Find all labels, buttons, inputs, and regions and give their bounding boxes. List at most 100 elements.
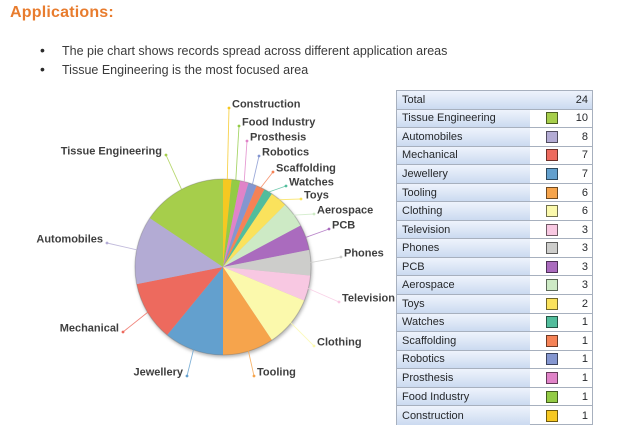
table-row-count: 3	[581, 260, 588, 273]
table-swatch-cell	[530, 167, 573, 180]
pie-slice	[223, 267, 311, 301]
table-row-label: Automobiles	[397, 128, 530, 146]
color-swatch	[545, 130, 558, 143]
pie-leader-dot	[299, 197, 303, 201]
table-swatch-cell	[530, 186, 573, 199]
pie-slice	[223, 267, 305, 341]
pie-slice	[223, 267, 272, 355]
table-row: Television 3	[397, 220, 592, 240]
pie-slice	[223, 193, 286, 267]
table-swatch-cell	[530, 409, 573, 422]
color-swatch	[545, 409, 558, 422]
pie-leader-dot	[164, 153, 168, 157]
pie-slice	[135, 218, 223, 285]
table-row-label: Prosthesis	[397, 369, 530, 387]
table-row-label: PCB	[397, 257, 530, 276]
pie-slice-label: Clothing	[317, 337, 362, 349]
color-swatch	[545, 390, 558, 403]
color-swatch	[545, 316, 558, 329]
pie-slice-label: Phones	[344, 248, 384, 260]
pie-leader-dot	[339, 255, 343, 259]
pie-leader-line	[267, 185, 287, 193]
pie-slice-label: Food Industry	[242, 117, 316, 129]
pie-leader-line	[165, 154, 183, 191]
table-row: Automobiles 8	[397, 128, 592, 147]
table-row: Phones 3	[397, 239, 592, 258]
bullet-list: The pie chart shows records spread acros…	[40, 43, 460, 81]
table-row-label: Watches	[397, 313, 530, 332]
pie-slice	[149, 179, 223, 267]
table-swatch-cell	[530, 390, 573, 403]
table-swatch-cell	[530, 353, 573, 366]
pie-leader-line	[235, 125, 240, 181]
pie-leader-dot	[185, 374, 189, 378]
pie-leader-line	[304, 228, 330, 239]
pie-leader-dot	[105, 241, 109, 245]
pie-leader-dot	[237, 124, 241, 128]
table-row: Scaffolding 1	[397, 332, 592, 351]
pie-leader-line	[278, 198, 302, 201]
pie-leader-line	[309, 256, 342, 264]
pie-slice-label: Toys	[304, 190, 329, 202]
pie-slice-label: Television	[342, 293, 395, 305]
color-swatch	[545, 205, 558, 218]
pie-leader-dot	[271, 170, 275, 174]
table-row: Robotics 1	[397, 350, 592, 370]
pie-leader-line	[259, 171, 274, 189]
pie-slice-label: Tissue Engineering	[61, 146, 162, 158]
pie-leader-dot	[312, 212, 316, 216]
color-swatch	[545, 371, 558, 384]
table-row-label: Mechanical	[397, 146, 530, 165]
table-swatch-cell	[530, 205, 573, 218]
color-swatch	[545, 242, 558, 255]
table-row: Total 24	[397, 91, 592, 110]
pie-leader-line	[226, 107, 230, 181]
pie-leader-line	[251, 155, 260, 186]
table-swatch-cell	[530, 260, 573, 273]
color-swatch	[545, 149, 558, 162]
table-swatch-cell	[530, 130, 573, 143]
pie-slice	[223, 185, 265, 267]
table-row-count: 1	[581, 390, 588, 403]
table-row-count: 1	[581, 371, 588, 384]
pie-slice-label: Aerospace	[317, 205, 373, 217]
pie-leader-line	[307, 287, 340, 303]
pie-slice	[167, 267, 223, 355]
pie-slice	[136, 267, 223, 336]
table-swatch-cell	[530, 316, 573, 329]
table-swatch-cell	[530, 371, 573, 384]
table-row-label: Robotics	[397, 350, 530, 369]
color-swatch	[545, 223, 558, 236]
table-row-label: Phones	[397, 239, 530, 257]
table-row-count: 1	[581, 409, 588, 422]
pie-leader-dot	[337, 300, 341, 304]
table-row-count: 7	[581, 167, 588, 180]
table-row-count: 3	[581, 223, 588, 236]
table-swatch-cell	[530, 334, 573, 347]
pie-leader-line	[243, 140, 248, 183]
table-swatch-cell	[530, 279, 573, 292]
pie-leader-dot	[312, 344, 316, 348]
pie-leader-dot	[227, 106, 231, 110]
table-row-count: 3	[581, 242, 588, 255]
pie-slice-label: Mechanical	[60, 323, 119, 335]
table-swatch-cell	[530, 149, 573, 162]
pie-slice	[223, 179, 241, 267]
pie-slice-label: Watches	[289, 177, 334, 189]
color-swatch	[545, 260, 558, 273]
table-row-label: Television	[397, 220, 530, 239]
table-row-label: Jewellery	[397, 165, 530, 183]
pie-slice-label: Construction	[232, 99, 301, 111]
pie-slice-label: Scaffolding	[276, 163, 336, 175]
table-swatch-cell	[530, 242, 573, 255]
pie-slice-label: Robotics	[262, 147, 309, 159]
pie-slice	[223, 182, 257, 267]
table-row: Mechanical 7	[397, 146, 592, 166]
pie-slice	[223, 204, 301, 267]
table-row-count: 24	[575, 93, 588, 106]
table-row-count: 7	[581, 149, 588, 162]
pie-slice-label: Automobiles	[36, 234, 103, 246]
pie-rim	[134, 178, 312, 356]
table-row-count: 8	[581, 130, 588, 143]
